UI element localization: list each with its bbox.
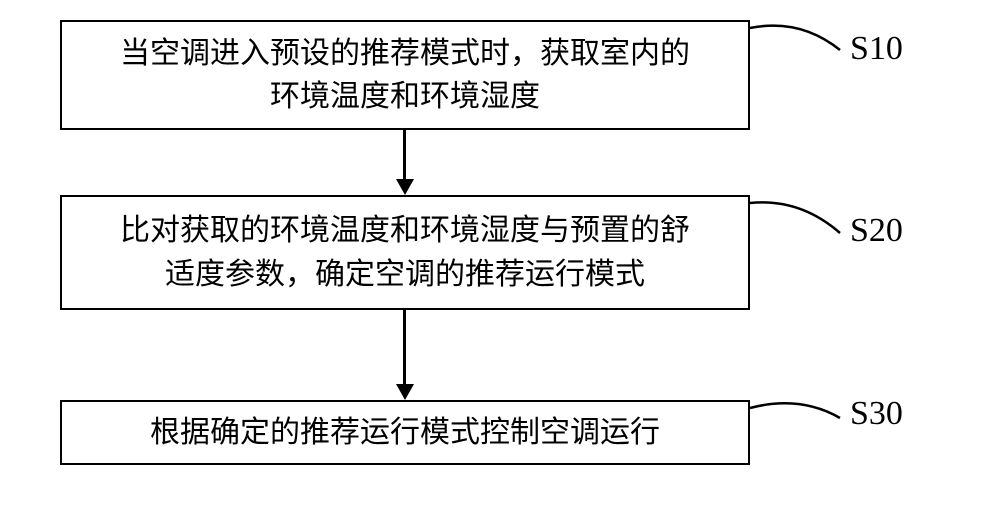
flowchart-canvas: 当空调进入预设的推荐模式时，获取室内的 环境温度和环境湿度 S10 比对获取的环… — [0, 0, 1000, 508]
step-label-s30: S30 — [850, 395, 903, 433]
